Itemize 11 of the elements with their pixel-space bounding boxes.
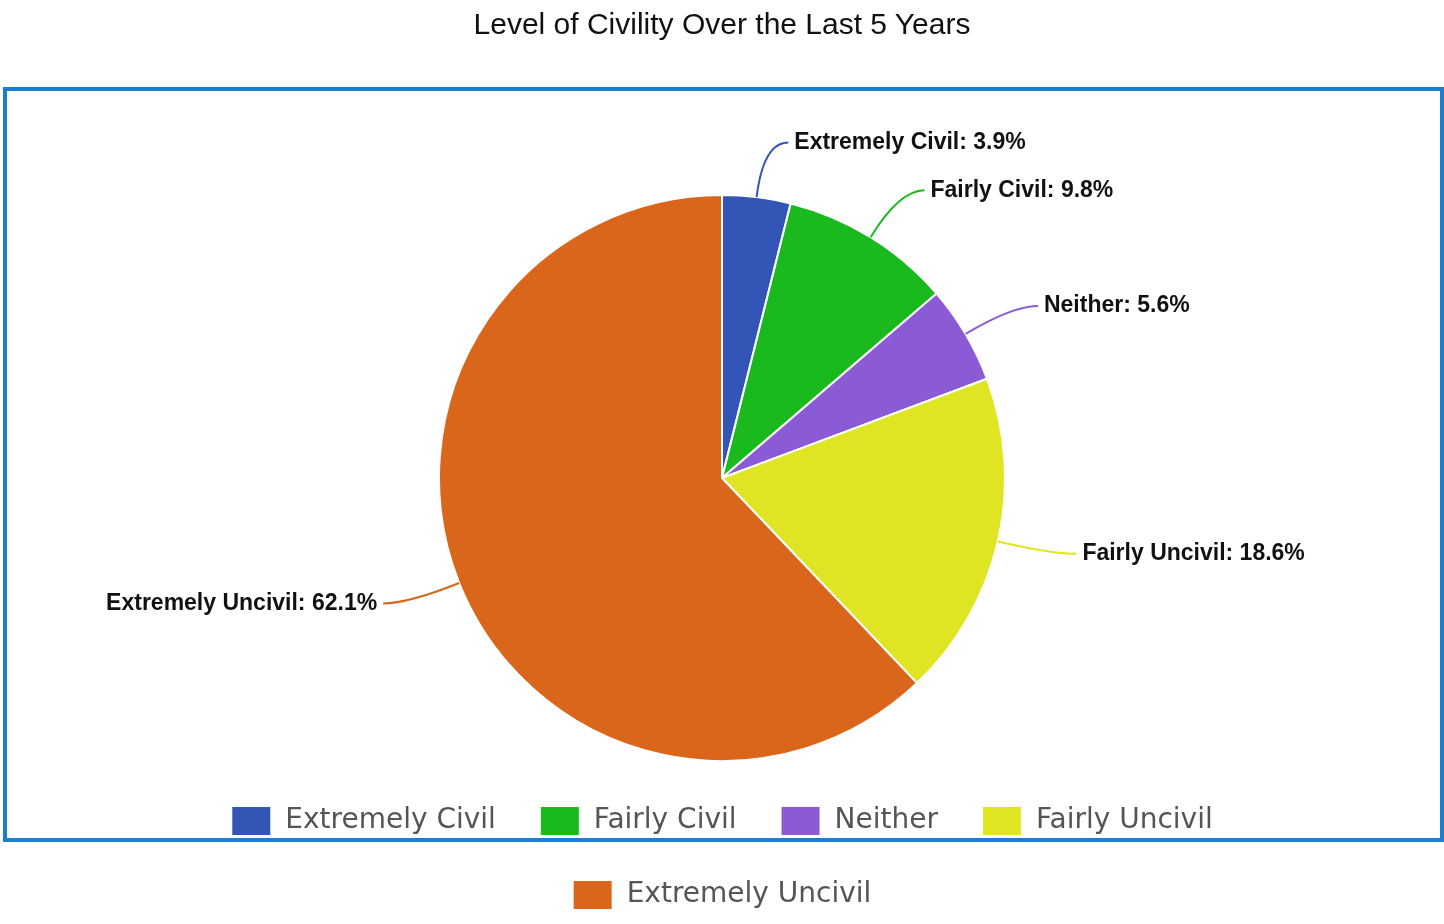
legend-label: Extremely Uncivil xyxy=(626,876,872,910)
data-label: Extremely Uncivil: 62.1% xyxy=(106,588,378,615)
data-label: Neither: 5.6% xyxy=(1043,291,1190,318)
data-label: Fairly Uncivil: 18.6% xyxy=(1082,539,1305,566)
data-label: Fairly Civil: 9.8% xyxy=(930,175,1114,202)
legend-label: Neither xyxy=(834,802,939,836)
legend-label: Extremely Civil xyxy=(285,802,496,836)
legend-label: Fairly Civil xyxy=(593,802,737,836)
chart-title: Level of Civility Over the Last 5 Years xyxy=(473,7,971,41)
data-label: Extremely Civil: 3.9% xyxy=(794,127,1026,154)
legend-label: Fairly Uncivil xyxy=(1035,802,1213,836)
